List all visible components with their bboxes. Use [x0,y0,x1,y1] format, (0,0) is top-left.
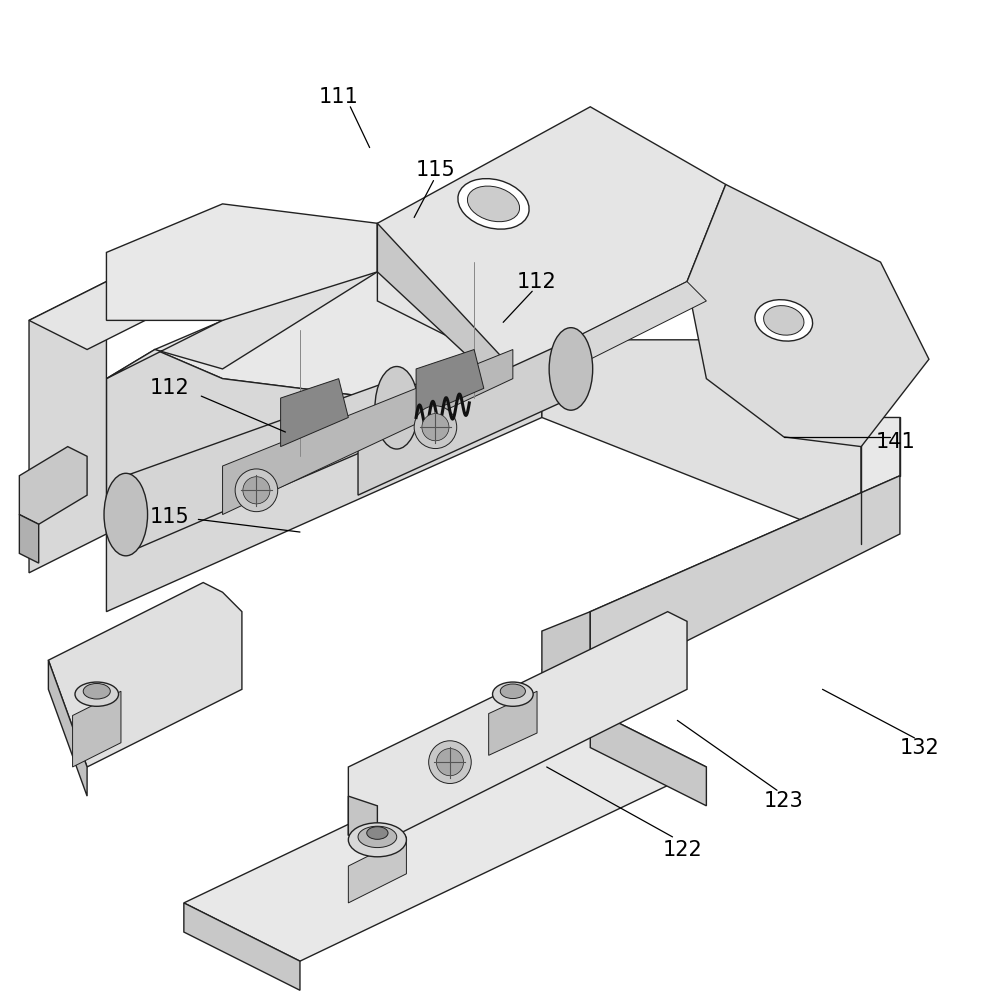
Text: 141: 141 [875,432,914,452]
Ellipse shape [375,367,418,449]
Ellipse shape [358,826,396,848]
Polygon shape [377,107,725,369]
Polygon shape [377,223,513,398]
Polygon shape [541,612,590,709]
Ellipse shape [104,473,148,556]
Circle shape [235,469,277,512]
Polygon shape [280,379,348,447]
Polygon shape [222,350,513,515]
Ellipse shape [763,306,804,335]
Polygon shape [106,223,377,379]
Text: 111: 111 [318,87,358,107]
Polygon shape [513,282,706,388]
Polygon shape [20,447,87,524]
Text: 122: 122 [662,840,701,860]
Text: 112: 112 [517,272,556,292]
Text: 123: 123 [763,791,803,811]
Polygon shape [488,691,536,755]
Polygon shape [348,612,686,845]
Polygon shape [183,709,706,961]
Polygon shape [590,476,899,689]
Ellipse shape [754,300,811,341]
Polygon shape [541,417,899,670]
Polygon shape [590,709,706,806]
Circle shape [243,477,270,504]
Polygon shape [541,340,861,544]
Text: 132: 132 [898,738,939,758]
Text: 115: 115 [149,507,189,527]
Ellipse shape [500,684,525,699]
Circle shape [428,741,470,783]
Polygon shape [183,903,300,990]
Ellipse shape [75,682,118,706]
Polygon shape [29,282,106,573]
Polygon shape [125,379,396,553]
Polygon shape [155,184,706,398]
Circle shape [421,414,449,441]
Polygon shape [706,223,861,417]
Polygon shape [106,204,377,320]
Ellipse shape [492,682,532,706]
Polygon shape [29,282,165,350]
Polygon shape [358,340,570,495]
Ellipse shape [83,683,110,699]
Ellipse shape [467,186,519,222]
Text: 112: 112 [149,378,189,398]
Polygon shape [73,691,121,767]
Polygon shape [348,796,377,845]
Polygon shape [348,837,406,903]
Polygon shape [686,184,928,447]
Polygon shape [106,340,541,612]
Ellipse shape [548,328,592,410]
Circle shape [414,406,457,449]
Polygon shape [48,660,87,796]
Ellipse shape [458,179,528,229]
Polygon shape [416,350,483,417]
Ellipse shape [367,827,387,839]
Text: 115: 115 [415,160,455,180]
Polygon shape [20,515,38,563]
Circle shape [436,749,463,776]
Ellipse shape [348,823,406,857]
Polygon shape [48,583,242,767]
